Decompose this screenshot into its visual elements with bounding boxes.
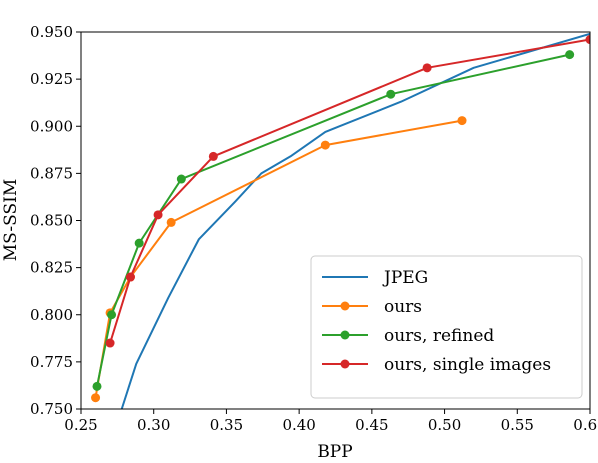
data-point [166, 217, 176, 227]
data-point [134, 238, 144, 248]
legend-marker [340, 330, 350, 340]
x-tick-label: 0.55 [501, 416, 534, 434]
legend-label: JPEG [382, 268, 428, 288]
data-point [176, 174, 186, 184]
data-point [92, 381, 102, 391]
legend-label: ours, refined [384, 326, 494, 346]
legend: JPEG ours ours, refined ours, single images [310, 255, 583, 399]
y-tick-label: 0.875 [30, 164, 73, 182]
y-axis-label: MS-SSIM [1, 179, 21, 262]
data-point [107, 310, 117, 320]
y-tick-label: 0.950 [30, 23, 73, 41]
x-tick-label: 0.60 [573, 416, 598, 434]
x-tick-label: 0.45 [355, 416, 388, 434]
legend-box [310, 255, 583, 399]
data-point [208, 151, 218, 161]
data-point [457, 116, 467, 126]
data-point [105, 338, 115, 348]
series-ours [91, 116, 467, 403]
y-tick-label: 0.750 [30, 400, 73, 418]
x-tick-label: 0.25 [64, 416, 97, 434]
data-point [320, 140, 330, 150]
data-point [153, 210, 163, 220]
x-axis-label: BPP [317, 442, 352, 462]
series-line [94, 119, 463, 398]
x-tick-label: 0.50 [428, 416, 461, 434]
x-axis: 0.25 0.30 0.35 0.40 0.45 0.50 0.55 0.60 [64, 409, 598, 434]
data-point [422, 63, 432, 73]
legend-item: ours [322, 297, 422, 317]
y-tick-label: 0.850 [30, 212, 73, 230]
y-tick-label: 0.800 [30, 306, 73, 324]
series-line [120, 32, 590, 409]
data-point [386, 89, 396, 99]
y-tick-label: 0.900 [30, 117, 73, 135]
y-tick-label: 0.775 [30, 353, 73, 371]
legend-label: ours [384, 297, 422, 317]
series-line [109, 38, 590, 344]
data-point [125, 272, 135, 282]
data-point [565, 50, 575, 60]
data-point [585, 35, 590, 45]
legend-item: JPEG [322, 268, 428, 288]
legend-label: ours, single images [384, 355, 551, 375]
x-tick-label: 0.35 [210, 416, 243, 434]
y-tick-label: 0.925 [30, 70, 73, 88]
y-axis: 0.750 0.775 0.800 0.825 0.850 0.875 0.900 0.925… [30, 23, 81, 418]
series-layer [91, 32, 590, 409]
data-point [91, 393, 101, 403]
legend-marker [340, 359, 350, 369]
legend-marker [340, 301, 350, 311]
x-tick-label: 0.40 [282, 416, 315, 434]
series-ours-single-images [105, 35, 590, 348]
series-jpeg [120, 32, 590, 409]
y-tick-label: 0.825 [30, 259, 73, 277]
x-tick-label: 0.30 [137, 416, 170, 434]
legend-item: ours, single images [322, 355, 551, 375]
legend-item: ours, refined [322, 326, 494, 346]
